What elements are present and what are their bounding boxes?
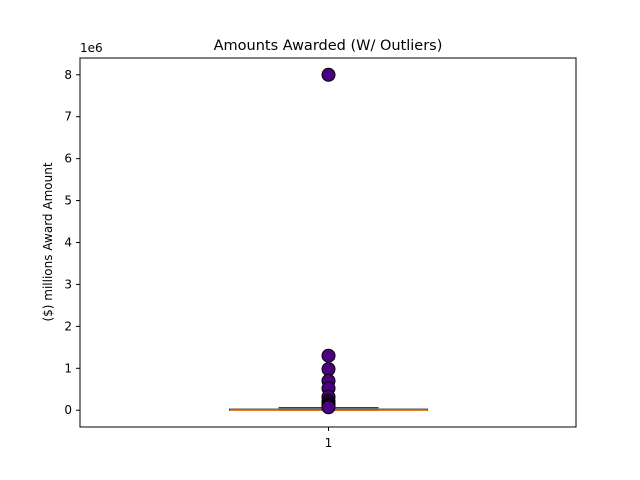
y-tick-label: 0 [64, 403, 72, 417]
y-axis-label: ($) millions Award Amount [41, 162, 55, 321]
plot-content [229, 67, 428, 415]
y-tick-label: 1 [64, 361, 72, 375]
y-tick-label: 3 [64, 277, 72, 291]
outlier-point [321, 362, 336, 377]
y-axis: 0 1 2 3 4 5 6 7 8 [64, 68, 80, 417]
outlier-point [321, 348, 336, 363]
x-axis: 1 [325, 427, 333, 450]
plot-frame [79, 57, 577, 428]
outlier-point [321, 67, 336, 82]
y-tick-label: 4 [64, 236, 72, 250]
x-tick-label: 1 [325, 436, 333, 450]
y-tick-label: 6 [64, 152, 72, 166]
chart-title: Amounts Awarded (W/ Outliers) [214, 38, 443, 54]
y-tick-label: 5 [64, 194, 72, 208]
y-tick-label: 7 [64, 110, 72, 124]
y-tick-label: 8 [64, 68, 72, 82]
y-offset-text: 1e6 [80, 41, 103, 55]
y-tick-label: 2 [64, 319, 72, 333]
outlier-point [321, 400, 336, 415]
